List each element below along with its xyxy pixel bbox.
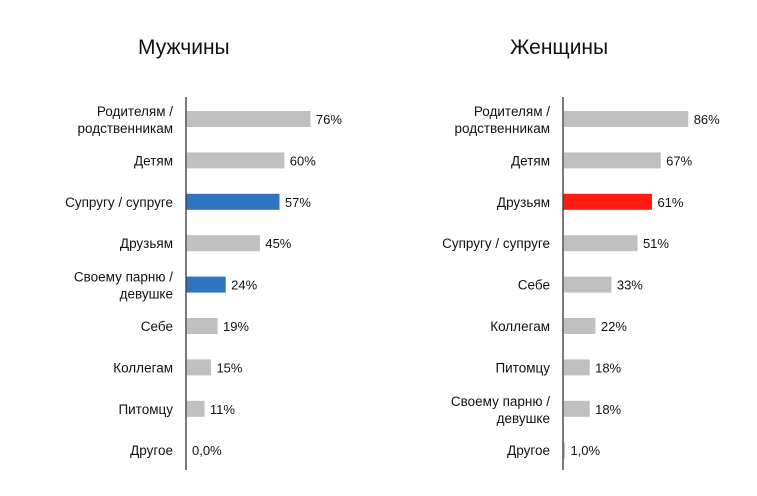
women-value-label-8: 1,0%: [570, 443, 600, 458]
men-bar-1: [186, 152, 285, 169]
women-category-label-6: Питомцу: [495, 360, 550, 375]
women-value-label-7: 18%: [595, 402, 621, 417]
chart-men-svg: 76% Родителям / родственникам 60% Детям 57% Су…: [65, 97, 342, 470]
men-bar-7: [186, 400, 205, 417]
women-category-label-5: Коллегам: [490, 319, 550, 334]
women-bar-6: [563, 359, 590, 376]
men-value-label-3: 45%: [265, 236, 291, 251]
women-bar-2: [563, 193, 653, 210]
women-bar-1: [563, 152, 661, 169]
women-value-label-0: 86%: [694, 112, 720, 127]
men-value-label-7: 11%: [210, 402, 235, 417]
women-category-label-0: Родителям / родственникам: [454, 104, 550, 136]
men-value-label-4: 24%: [231, 278, 257, 293]
women-bar-7: [563, 400, 590, 417]
men-value-label-6: 15%: [216, 360, 242, 375]
women-value-label-3: 51%: [643, 236, 669, 251]
men-value-label-5: 19%: [223, 319, 249, 334]
women-category-label-1: Детям: [511, 153, 550, 168]
women-value-label-1: 67%: [666, 153, 692, 168]
men-value-label-8: 0,0%: [192, 443, 222, 458]
chart-title-men: Мужчины: [138, 36, 230, 59]
men-category-label-8: Другое: [130, 443, 173, 458]
men-category-label-5: Себе: [141, 319, 173, 334]
chart-women-svg: 86% Родителям / родственникам 67% Детям 61% Др…: [442, 97, 720, 470]
men-category-label-3: Друзьям: [120, 236, 173, 251]
men-category-label-4: Своему парню / девушке: [74, 270, 173, 302]
men-bar-0: [186, 111, 311, 127]
women-value-label-4: 33%: [617, 278, 643, 293]
women-category-label-7: Своему парню / девушке: [451, 394, 550, 426]
women-value-label-2: 61%: [657, 195, 683, 210]
men-category-label-6: Коллегам: [113, 360, 173, 375]
women-category-label-4: Себе: [518, 278, 550, 293]
men-bar-6: [186, 359, 212, 376]
men-value-label-0: 76%: [316, 112, 342, 127]
chart-women: Женщины 86% Родителям / родственникам 67% Де…: [378, 0, 756, 496]
women-bar-0: [563, 111, 689, 127]
men-category-label-2: Супругу / супруге: [65, 195, 173, 210]
men-category-label-7: Питомцу: [118, 402, 173, 417]
men-value-label-2: 57%: [285, 195, 311, 210]
men-bar-5: [186, 318, 218, 334]
women-category-label-2: Друзьям: [497, 195, 550, 210]
chart-title-women: Женщины: [510, 36, 609, 59]
chart-men: Мужчины 76% Родителям / родственникам 60% Де…: [0, 0, 378, 496]
women-value-label-5: 22%: [601, 319, 627, 334]
women-value-label-6: 18%: [595, 360, 621, 375]
women-category-label-3: Супругу / супруге: [442, 236, 550, 251]
women-bar-5: [563, 318, 596, 334]
women-bar-4: [563, 276, 612, 293]
women-bar-8: [563, 442, 566, 459]
men-value-label-1: 60%: [290, 153, 316, 168]
men-bar-4: [186, 276, 226, 293]
women-category-label-8: Другое: [507, 443, 550, 458]
men-category-label-0: Родителям / родственникам: [77, 104, 173, 136]
men-bar-2: [186, 193, 280, 210]
women-bar-3: [563, 235, 638, 252]
men-bar-3: [186, 235, 260, 252]
men-category-label-1: Детям: [134, 153, 173, 168]
